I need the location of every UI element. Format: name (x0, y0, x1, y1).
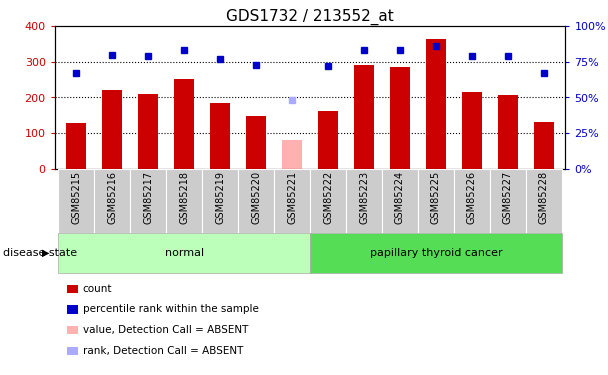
Text: GSM85227: GSM85227 (503, 171, 513, 224)
Bar (174, 79, 194, 169)
Text: GSM85226: GSM85226 (467, 171, 477, 224)
Text: rank, Detection Call = ABSENT: rank, Detection Call = ABSENT (83, 346, 243, 355)
Bar (310, 169, 346, 232)
Text: GSM85215: GSM85215 (71, 171, 81, 224)
Text: GSM85223: GSM85223 (359, 171, 369, 224)
Text: GSM85228: GSM85228 (539, 171, 549, 224)
Text: GSM85221: GSM85221 (287, 171, 297, 224)
Text: GSM85222: GSM85222 (323, 171, 333, 224)
Bar (102, 90, 122, 169)
Bar (58, 169, 94, 232)
Title: GDS1732 / 213552_at: GDS1732 / 213552_at (226, 9, 394, 25)
Text: GSM85224: GSM85224 (395, 171, 405, 224)
Text: percentile rank within the sample: percentile rank within the sample (83, 304, 258, 314)
Bar (490, 169, 526, 232)
Text: papillary thyroid cancer: papillary thyroid cancer (370, 248, 502, 258)
Bar (246, 116, 266, 169)
Bar (166, 169, 202, 232)
Bar (210, 103, 230, 169)
Text: GSM85225: GSM85225 (431, 171, 441, 224)
Bar (238, 169, 274, 232)
Bar (462, 92, 482, 169)
Text: normal: normal (165, 248, 204, 258)
Bar (426, 39, 446, 169)
Bar (310, 233, 562, 273)
Text: GSM85220: GSM85220 (251, 171, 261, 224)
Bar (318, 111, 338, 169)
Bar (139, 94, 158, 169)
Bar (130, 169, 166, 232)
Bar (526, 169, 562, 232)
Bar (418, 169, 454, 232)
Bar (274, 169, 310, 232)
Bar (58, 233, 310, 273)
Bar (94, 169, 130, 232)
Text: value, Detection Call = ABSENT: value, Detection Call = ABSENT (83, 325, 248, 335)
Text: disease state: disease state (3, 248, 77, 258)
Bar (390, 67, 410, 169)
Bar (346, 169, 382, 232)
Bar (498, 95, 518, 169)
Bar (282, 140, 302, 169)
Bar (202, 169, 238, 232)
Bar (354, 65, 374, 169)
Bar (382, 169, 418, 232)
Text: count: count (83, 284, 112, 294)
Text: GSM85218: GSM85218 (179, 171, 189, 224)
Bar (534, 122, 554, 169)
Text: GSM85219: GSM85219 (215, 171, 225, 224)
Bar (66, 123, 86, 169)
Text: GSM85217: GSM85217 (143, 171, 153, 224)
Bar (454, 169, 490, 232)
Text: GSM85216: GSM85216 (107, 171, 117, 224)
Text: ▶: ▶ (42, 248, 49, 258)
